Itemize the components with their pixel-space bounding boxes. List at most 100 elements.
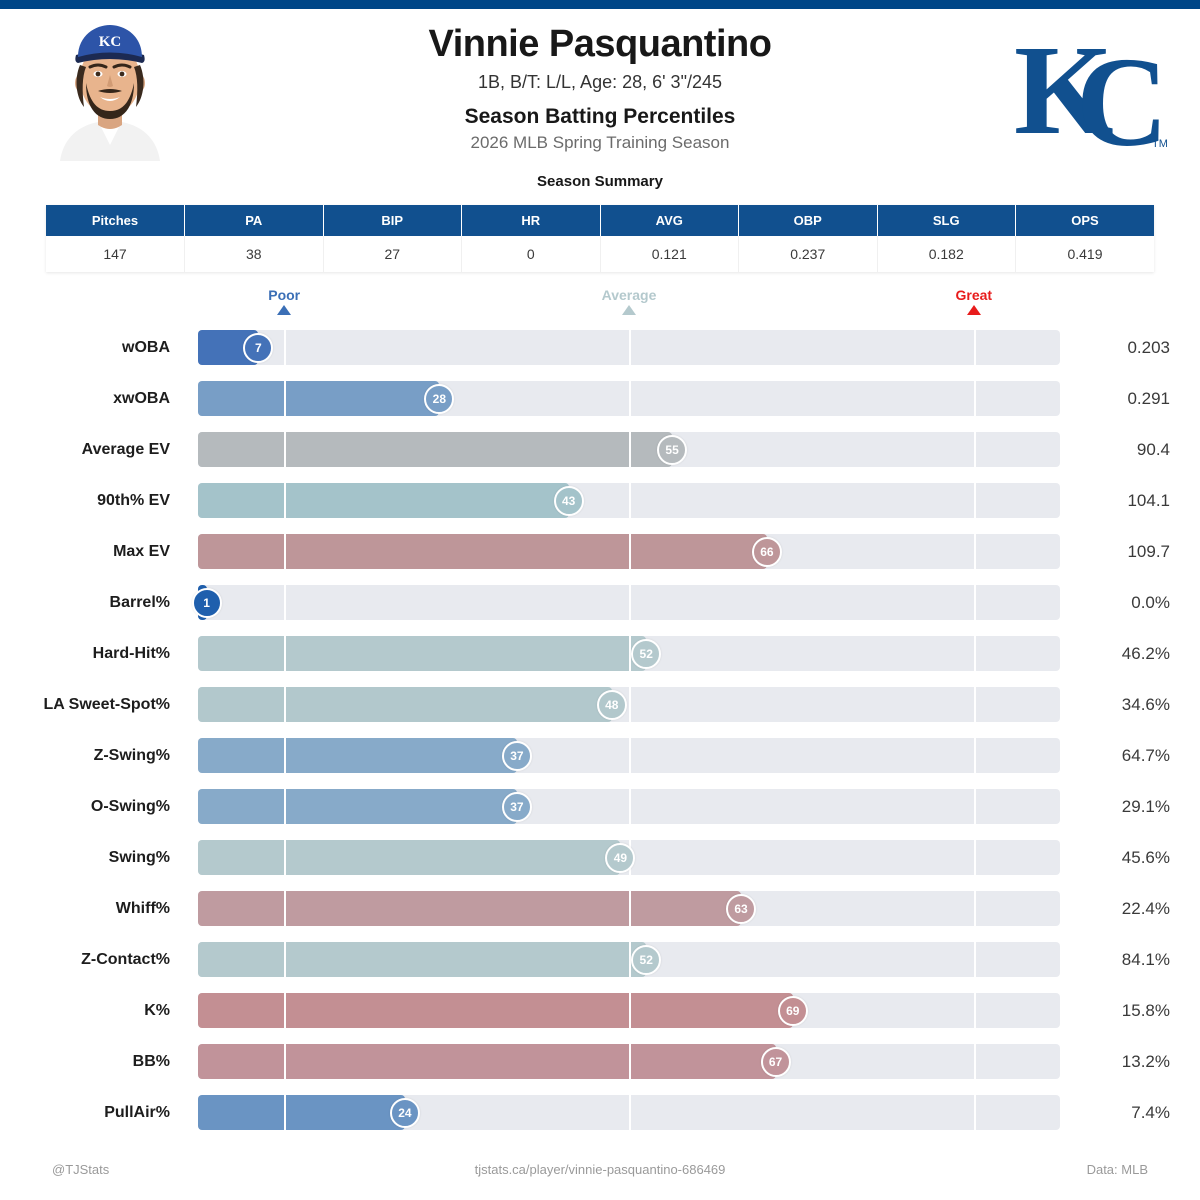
player-headshot: KC <box>46 21 174 161</box>
col-ops: OPS <box>1015 205 1154 236</box>
chart-title: Season Batting Percentiles <box>464 104 736 128</box>
gridline-90 <box>973 687 976 722</box>
gridline-50 <box>629 789 631 824</box>
gridline-90 <box>973 840 976 875</box>
metric-label: Average EV <box>81 440 170 458</box>
metric-value: 13.2% <box>1121 1051 1170 1071</box>
gridline-10 <box>284 942 287 977</box>
val-pitches: 147 <box>46 236 185 272</box>
page-title: Vinnie Pasquantino <box>428 23 772 65</box>
percentile-row: Average EV 55 90.4 <box>0 424 1200 475</box>
percentile-track: 49 <box>198 840 1060 875</box>
percentile-track: 48 <box>198 687 1060 722</box>
percentile-fill <box>198 432 673 467</box>
metric-label: O-Swing% <box>90 797 170 815</box>
metric-value: 0.203 <box>1127 337 1170 357</box>
metric-value: 0.291 <box>1127 388 1170 408</box>
metric-value: 15.8% <box>1121 1000 1170 1020</box>
gridline-50 <box>629 483 631 518</box>
val-hr: 0 <box>461 236 601 272</box>
scale-marker-label: Poor <box>268 287 301 303</box>
gridline-90 <box>973 993 976 1028</box>
gridline-10 <box>284 483 287 518</box>
gridline-10 <box>284 840 287 875</box>
triangle-up-icon <box>966 305 981 315</box>
col-pa: PA <box>184 205 324 236</box>
metric-label: K% <box>144 1001 170 1019</box>
percentile-row: K% 69 15.8% <box>0 985 1200 1036</box>
val-pa: 38 <box>184 236 324 272</box>
metric-label: 90th% EV <box>97 491 170 509</box>
season-summary-table: Pitches PA BIP HR AVG OBP SLG OPS 147 38… <box>46 205 1154 272</box>
percentile-track: 52 <box>198 636 1060 671</box>
percentile-track: 55 <box>198 432 1060 467</box>
percentile-track: 67 <box>198 1044 1060 1079</box>
gridline-90 <box>973 636 976 671</box>
table-row: 147 38 27 0 0.121 0.237 0.182 0.419 <box>46 236 1154 272</box>
percentile-track: 69 <box>198 993 1060 1028</box>
gridline-10 <box>284 636 287 671</box>
col-bip: BIP <box>323 205 462 236</box>
percentile-bubble: 28 <box>424 383 455 414</box>
metric-value: 22.4% <box>1121 898 1170 918</box>
percentile-track: 66 <box>198 534 1060 569</box>
percentile-fill <box>198 381 440 416</box>
percentile-chart: Poor Average Great wOBA 7 0.203 xwOBA 28 0.291 A… <box>0 288 1200 1148</box>
scale-marker-poor: Poor <box>224 288 344 315</box>
gridline-90 <box>973 1044 976 1079</box>
val-obp: 0.237 <box>738 236 878 272</box>
gridline-10 <box>284 738 287 773</box>
metric-label: LA Sweet-Spot% <box>43 695 170 713</box>
metric-value: 46.2% <box>1121 643 1170 663</box>
scale-marker-average: Average <box>569 288 689 315</box>
val-avg: 0.121 <box>600 236 739 272</box>
metric-label: Z-Contact% <box>81 950 170 968</box>
metric-value: 104.1 <box>1127 490 1170 510</box>
chart-subtitle: 2026 MLB Spring Training Season <box>470 132 730 152</box>
gridline-10 <box>284 534 287 569</box>
metric-value: 29.1% <box>1121 796 1170 816</box>
percentile-row: BB% 67 13.2% <box>0 1036 1200 1087</box>
percentile-fill <box>198 1044 776 1079</box>
percentile-track: 28 <box>198 381 1060 416</box>
metric-label: PullAir% <box>104 1103 170 1121</box>
percentile-fill <box>198 483 569 518</box>
metric-label: BB% <box>132 1052 170 1070</box>
percentile-row: 90th% EV 43 104.1 <box>0 475 1200 526</box>
player-bio: 1B, B/T: L/L, Age: 28, 6' 3"/245 <box>478 71 722 92</box>
top-accent-strip <box>0 0 1200 9</box>
gridline-50 <box>629 534 631 569</box>
scale-marker-row: Poor Average Great <box>0 288 1200 322</box>
col-slg: SLG <box>877 205 1016 236</box>
percentile-row: wOBA 7 0.203 <box>0 322 1200 373</box>
footer-handle: @TJStats <box>52 1162 110 1177</box>
triangle-up-icon <box>622 305 636 315</box>
page-header: KC Vinnie Pasquantino 1B, B/T: L/L, Age:… <box>0 9 1200 169</box>
title-block: Vinnie Pasquantino 1B, B/T: L/L, Age: 28… <box>250 23 950 153</box>
gridline-90 <box>973 432 976 467</box>
percentile-fill <box>198 534 767 569</box>
gridline-50 <box>629 1095 631 1130</box>
gridline-10 <box>284 432 287 467</box>
percentile-bubble: 7 <box>243 332 274 363</box>
percentile-fill <box>198 687 612 722</box>
percentile-bubble: 69 <box>777 995 808 1026</box>
percentile-bubble: 66 <box>751 536 782 567</box>
val-slg: 0.182 <box>877 236 1016 272</box>
metric-label: Max EV <box>113 542 170 560</box>
percentile-track: 52 <box>198 942 1060 977</box>
scale-marker-label: Great <box>955 287 993 303</box>
metric-label: Hard-Hit% <box>92 644 170 662</box>
gridline-50 <box>629 942 631 977</box>
percentile-row: Swing% 49 45.6% <box>0 832 1200 883</box>
svg-text:TM: TM <box>1152 138 1168 150</box>
metric-value: 45.6% <box>1121 847 1170 867</box>
metric-label: Whiff% <box>115 899 170 917</box>
percentile-bubble: 1 <box>191 587 222 618</box>
percentile-bubble: 63 <box>726 893 757 924</box>
percentile-row: xwOBA 28 0.291 <box>0 373 1200 424</box>
footer-source: Data: MLB <box>1086 1162 1148 1177</box>
percentile-fill <box>198 1095 405 1130</box>
gridline-90 <box>973 789 976 824</box>
percentile-bubble: 37 <box>501 791 532 822</box>
